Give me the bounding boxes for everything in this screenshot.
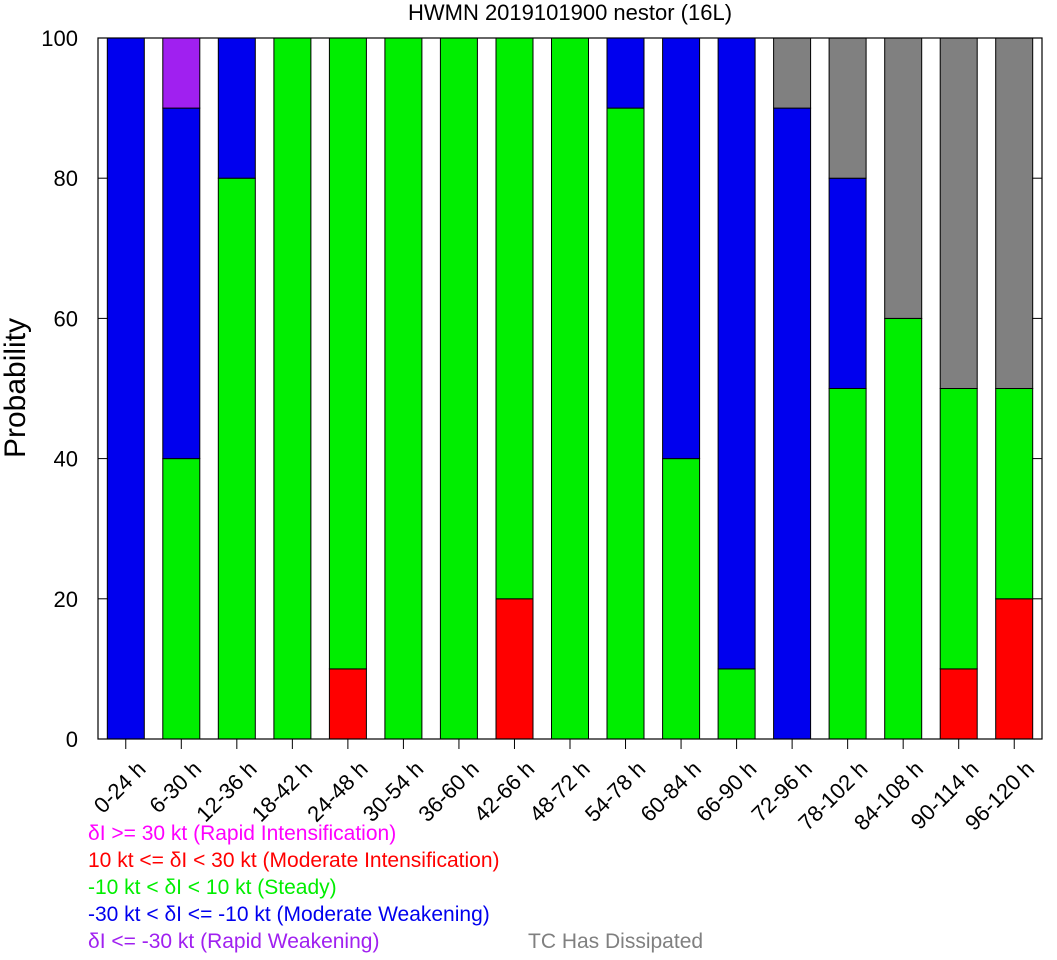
bar-segment <box>606 37 645 109</box>
bar-segment <box>828 177 867 389</box>
bar-segment <box>773 37 812 109</box>
bar-segment <box>551 37 589 740</box>
bar-segment <box>606 107 645 740</box>
bar-segment <box>106 37 145 740</box>
bar-segment <box>717 37 756 670</box>
y-tick-label: 0 <box>66 727 78 752</box>
bar-segment <box>662 458 701 740</box>
bar-segment <box>939 37 978 389</box>
x-tick-label: 18-42 h <box>247 756 317 826</box>
bar-segment <box>884 37 923 319</box>
x-tick-label: 60-84 h <box>635 756 705 826</box>
y-tick-label: 40 <box>54 447 78 472</box>
x-tick-label: 36-60 h <box>413 756 483 826</box>
bar-segment <box>217 37 256 179</box>
y-tick-label: 60 <box>54 306 78 331</box>
bar-segment <box>828 37 867 179</box>
bar-segment <box>162 458 201 740</box>
bar-segment <box>217 177 256 740</box>
bar-segment <box>995 388 1034 600</box>
x-tick-label: 30-54 h <box>358 756 428 826</box>
x-tick-label: 24-48 h <box>302 756 372 826</box>
legend-item-rapid-intensification: δI >= 30 kt (Rapid Intensification) <box>88 822 397 845</box>
legend-item-moderate-weakening: -30 kt < δI <= -10 kt (Moderate Weakenin… <box>88 903 490 926</box>
bar-segment <box>939 668 978 740</box>
bar-segment <box>773 107 812 740</box>
bar-segment <box>828 388 867 740</box>
legend-item-dissipated: TC Has Dissipated <box>528 930 704 953</box>
x-tick-label: 0-24 h <box>89 756 151 818</box>
bar-segment <box>273 37 312 740</box>
bars-group <box>106 37 1034 740</box>
x-tick-label: 12-36 h <box>191 756 261 826</box>
bar-segment <box>384 37 423 740</box>
bar-segment <box>995 37 1034 389</box>
y-axis-label: Probability <box>0 318 32 458</box>
y-tick-label: 100 <box>41 26 78 51</box>
y-tick-label: 80 <box>54 166 78 191</box>
bar-segment <box>495 37 534 600</box>
bar-segment <box>884 317 923 740</box>
bar-segment <box>328 37 367 670</box>
legend-item-steady: -10 kt < δI < 10 kt (Steady) <box>88 876 337 899</box>
chart-title: HWMN 2019101900 nestor (16L) <box>408 0 732 25</box>
bar-segment <box>162 37 201 109</box>
bar-segment <box>162 107 201 460</box>
legend-item-moderate-intensification: 10 kt <= δI < 30 kt (Moderate Intensific… <box>88 849 500 872</box>
legend-item-rapid-weakening: δI <= -30 kt (Rapid Weakening) <box>88 930 380 953</box>
y-axis-ticks: 0 20 40 60 80 100 <box>41 26 1042 752</box>
x-tick-label: 42-66 h <box>469 756 539 826</box>
x-tick-label: 48-72 h <box>524 756 594 826</box>
x-tick-label: 66-90 h <box>691 756 761 826</box>
bar-segment <box>939 388 978 670</box>
bar-segment <box>495 598 534 740</box>
bar-segment <box>717 668 756 740</box>
plot-frame <box>97 37 1043 740</box>
y-tick-label: 20 <box>54 587 78 612</box>
bar-segment <box>328 668 367 740</box>
bar-segment <box>662 37 701 460</box>
bar-segment <box>995 598 1034 740</box>
x-tick-label: 54-78 h <box>580 756 650 826</box>
bar-segment <box>439 37 478 740</box>
legend: δI >= 30 kt (Rapid Intensification) 10 k… <box>88 820 500 955</box>
